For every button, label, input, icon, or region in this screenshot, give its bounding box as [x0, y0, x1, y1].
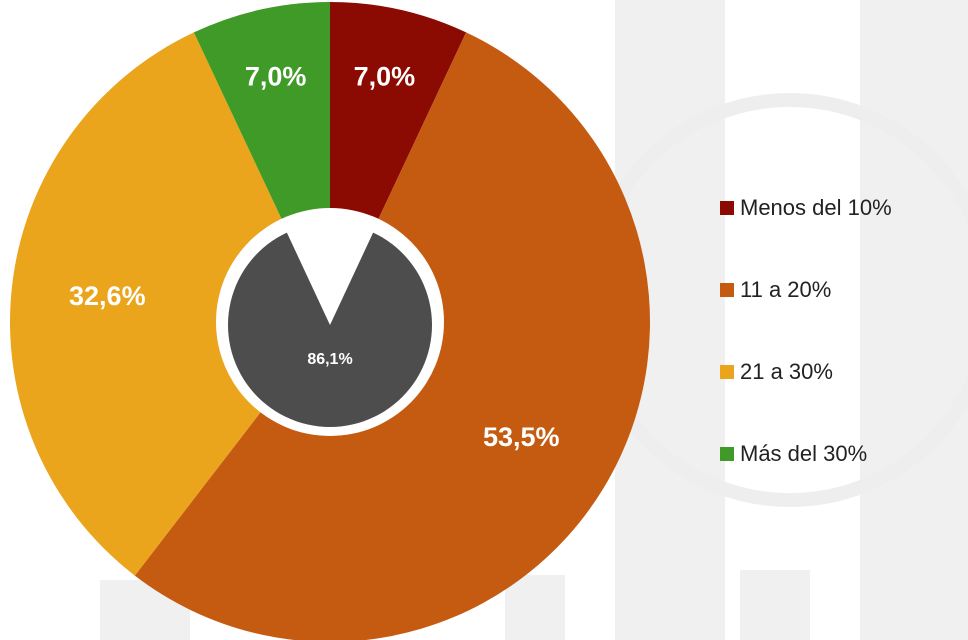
legend-label: Menos del 10%	[740, 195, 892, 220]
legend-swatch	[720, 447, 734, 461]
legend-swatch	[720, 283, 734, 297]
value-label: 32,6%	[69, 281, 146, 311]
inner-slice	[228, 232, 433, 427]
pies: 7,0% 53,5% 32,6% 7,0% 86,1%	[9, 2, 650, 640]
legend-label: 11 a 20%	[740, 277, 831, 302]
value-label: 7,0%	[245, 62, 307, 92]
pie-slice	[9, 32, 330, 576]
legend: Menos del 10% 11 a 20% 21 a 30% Más del 30%	[720, 195, 892, 466]
legend-swatch	[720, 365, 734, 379]
legend-swatch	[720, 201, 734, 215]
value-label: 53,5%	[483, 422, 560, 452]
legend-label: 21 a 30%	[740, 359, 833, 384]
watermark	[100, 0, 968, 640]
legend-label: Más del 30%	[740, 441, 867, 466]
inner-value-label: 86,1%	[307, 351, 352, 368]
value-label: 7,0%	[354, 62, 416, 92]
